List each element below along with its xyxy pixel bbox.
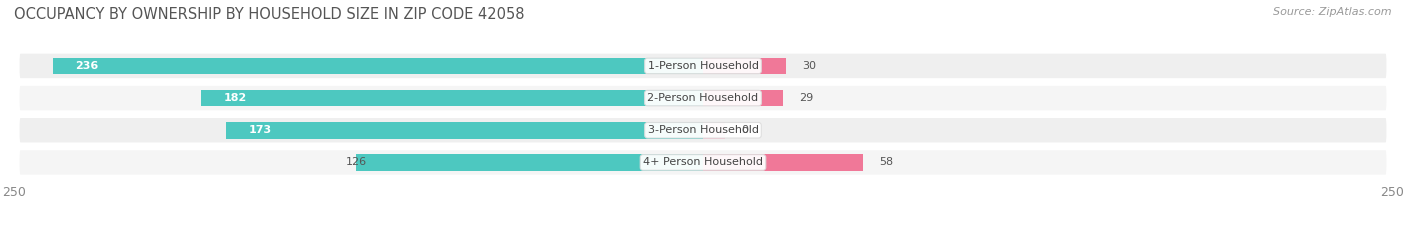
Text: 173: 173 bbox=[249, 125, 271, 135]
Text: 3-Person Household: 3-Person Household bbox=[648, 125, 758, 135]
FancyBboxPatch shape bbox=[20, 86, 1386, 110]
Text: 58: 58 bbox=[879, 158, 893, 168]
Text: Source: ZipAtlas.com: Source: ZipAtlas.com bbox=[1274, 7, 1392, 17]
Text: 0: 0 bbox=[741, 125, 748, 135]
FancyBboxPatch shape bbox=[20, 118, 1386, 143]
Bar bbox=[703, 154, 863, 171]
Text: 236: 236 bbox=[75, 61, 98, 71]
Text: 1-Person Household: 1-Person Household bbox=[648, 61, 758, 71]
Text: 2-Person Household: 2-Person Household bbox=[647, 93, 759, 103]
Text: OCCUPANCY BY OWNERSHIP BY HOUSEHOLD SIZE IN ZIP CODE 42058: OCCUPANCY BY OWNERSHIP BY HOUSEHOLD SIZE… bbox=[14, 7, 524, 22]
Text: 30: 30 bbox=[803, 61, 817, 71]
Text: 182: 182 bbox=[224, 93, 246, 103]
Bar bbox=[703, 90, 783, 106]
Bar bbox=[226, 122, 703, 139]
Text: 4+ Person Household: 4+ Person Household bbox=[643, 158, 763, 168]
Bar bbox=[703, 58, 786, 74]
Bar bbox=[356, 154, 703, 171]
Text: 29: 29 bbox=[800, 93, 814, 103]
Bar bbox=[52, 58, 703, 74]
FancyBboxPatch shape bbox=[20, 54, 1386, 78]
Bar bbox=[703, 122, 725, 139]
Text: 126: 126 bbox=[346, 158, 367, 168]
FancyBboxPatch shape bbox=[20, 150, 1386, 175]
Bar bbox=[201, 90, 703, 106]
